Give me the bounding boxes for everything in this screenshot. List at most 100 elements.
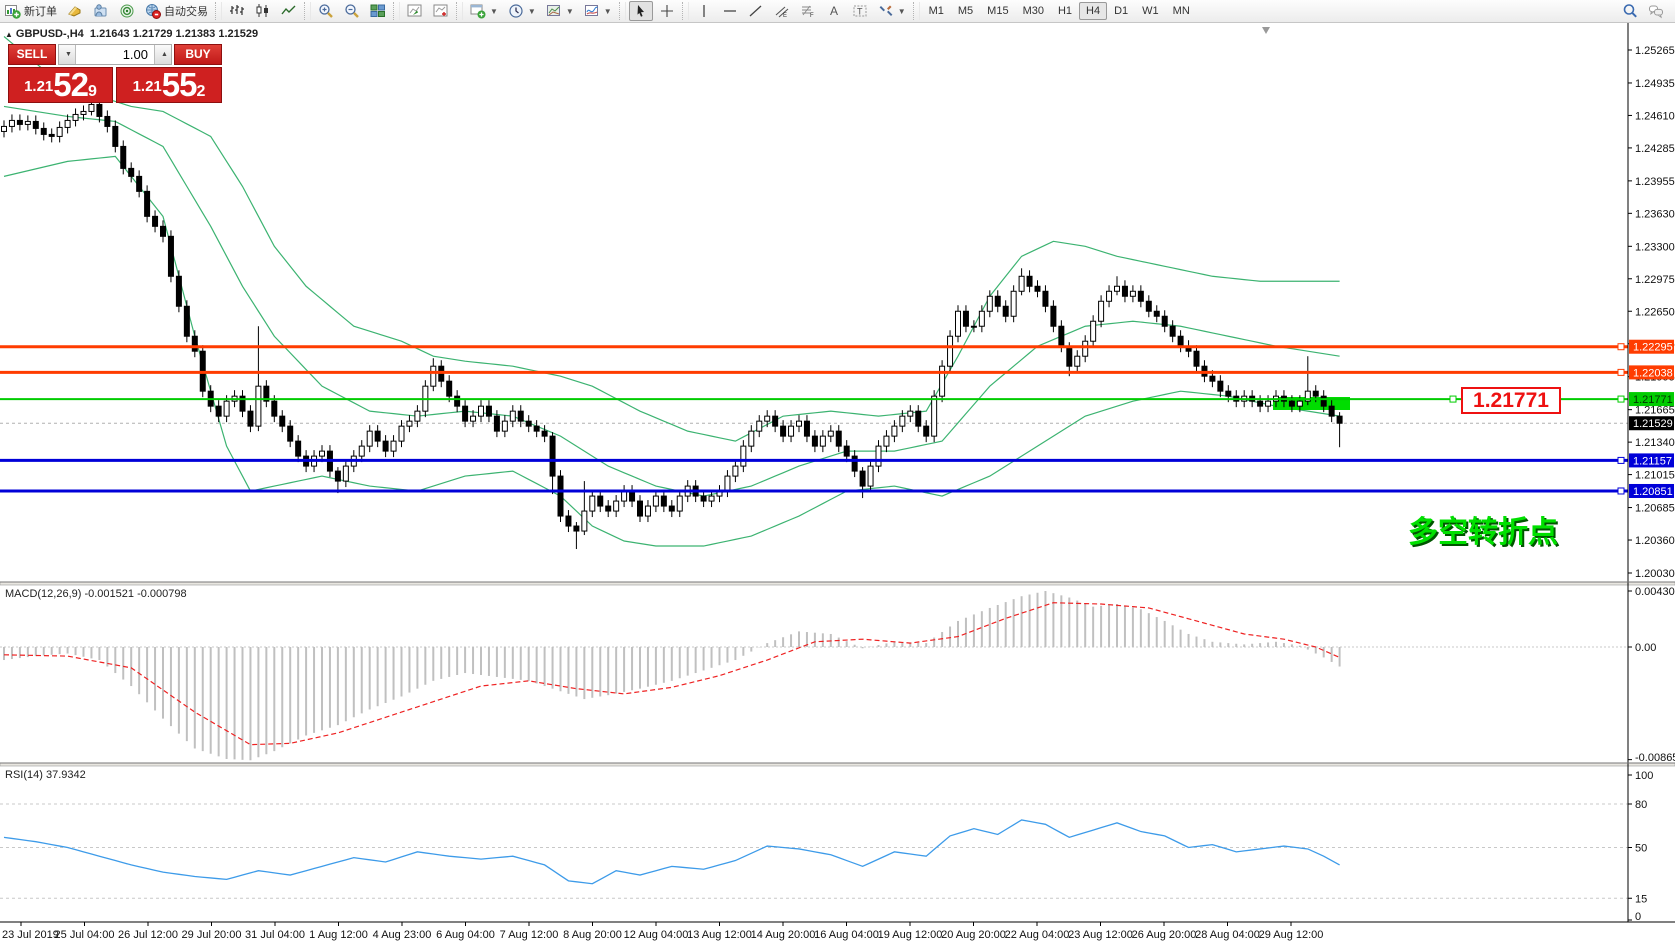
- rsi-line: [3, 819, 1340, 885]
- sell-price-pip: 9: [88, 83, 97, 100]
- sell-price-prefix: 1.21: [24, 78, 54, 95]
- tile-windows-button[interactable]: [366, 1, 390, 21]
- new-order-button[interactable]: 新订单: [1, 1, 61, 21]
- price-axis-badge: 1.21157: [1629, 453, 1674, 468]
- bar-chart-button[interactable]: [225, 1, 249, 21]
- svg-text:20 Aug 20:00: 20 Aug 20:00: [941, 929, 1006, 941]
- timeframe-m5-button[interactable]: M5: [957, 5, 974, 17]
- chart-shift-marker-icon[interactable]: [1262, 27, 1270, 34]
- fibonacci-button[interactable]: F: [796, 1, 820, 21]
- arrows-button[interactable]: ▼: [874, 1, 910, 21]
- price-annotation-label[interactable]: 1.21771: [1461, 387, 1561, 414]
- buy-price-button[interactable]: 1.21 55 2: [116, 67, 222, 103]
- svg-text:23 Jul 2019: 23 Jul 2019: [2, 929, 59, 941]
- timeframe-h1-button[interactable]: H1: [1057, 5, 1073, 17]
- chat-button[interactable]: [1644, 1, 1668, 21]
- svg-text:0.004301: 0.004301: [1635, 586, 1675, 598]
- zoom-out-button[interactable]: [340, 1, 364, 21]
- cursor-icon: [637, 5, 644, 17]
- svg-text:1.20360: 1.20360: [1635, 535, 1675, 547]
- rsi-axis-tick: 0: [1628, 911, 1641, 923]
- horizontal-line-button[interactable]: [718, 1, 742, 21]
- vertical-line-button[interactable]: [692, 1, 716, 21]
- rsi-axis-tick: 15: [1628, 893, 1647, 905]
- timeframe-h4-button[interactable]: H4: [1079, 2, 1108, 20]
- crosshair-button[interactable]: [655, 1, 679, 21]
- search-button[interactable]: [1618, 1, 1642, 21]
- horizontal-level-line[interactable]: [0, 343, 1628, 351]
- chart-shift-button[interactable]: [429, 1, 453, 21]
- rsi-axis-tick: 100: [1628, 770, 1653, 782]
- candles-layer: [1, 96, 1343, 550]
- buy-button[interactable]: BUY: [174, 44, 222, 65]
- indicators-button[interactable]: ▼: [580, 1, 616, 21]
- price-axis[interactable]: 1.25265 1.24935 1.24610 1.24285 1.23955 1.236…: [1628, 45, 1675, 580]
- svg-text:-0.008651: -0.008651: [1635, 752, 1675, 764]
- svg-text:T: T: [857, 7, 863, 17]
- text-button[interactable]: A: [822, 1, 846, 21]
- bollinger-middle-band: [3, 105, 1340, 497]
- horizontal-level-line[interactable]: [0, 456, 1628, 464]
- horizontal-level-line[interactable]: [0, 368, 1628, 376]
- green-line-handle[interactable]: [1449, 395, 1457, 403]
- rsi-axis-tick: 80: [1628, 799, 1647, 811]
- svg-text:1.24935: 1.24935: [1635, 78, 1675, 90]
- metaeditor-button[interactable]: [89, 1, 113, 21]
- templates-button[interactable]: ▼: [542, 1, 578, 21]
- macd-label: MACD(12,26,9) -0.001521 -0.000798: [5, 588, 187, 600]
- buy-price-big: 55: [161, 66, 198, 103]
- svg-text:1.21771: 1.21771: [1633, 394, 1673, 406]
- periods-button[interactable]: ▼: [504, 1, 540, 21]
- horizontal-level-line[interactable]: [0, 487, 1628, 495]
- autotrading-button[interactable]: 自动交易: [141, 1, 212, 21]
- one-click-trading-panel: SELL ▼ ▲ BUY 1.21 52 9 1.21 55 2: [8, 44, 222, 103]
- line-chart-button[interactable]: [277, 1, 301, 21]
- new-chart-button[interactable]: ▼: [466, 1, 502, 21]
- text-label-button[interactable]: T: [848, 1, 872, 21]
- svg-text:1.21771: 1.21771: [1473, 389, 1549, 412]
- bollinger-upper-band: [3, 36, 1340, 442]
- zoom-in-button[interactable]: [314, 1, 338, 21]
- svg-text:1.22650: 1.22650: [1635, 306, 1675, 318]
- cursor-button[interactable]: [628, 1, 653, 21]
- signals-button[interactable]: [115, 1, 139, 21]
- timeframe-m15-button[interactable]: M15: [987, 5, 1009, 17]
- timeframe-m30-button[interactable]: M30: [1022, 5, 1044, 17]
- profiles-button[interactable]: [63, 1, 87, 21]
- dropdown-arrow-icon: ▼: [490, 6, 498, 16]
- svg-text:7 Aug 12:00: 7 Aug 12:00: [500, 929, 559, 941]
- svg-text:23 Aug 12:00: 23 Aug 12:00: [1068, 929, 1133, 941]
- horizontal-level-line[interactable]: [0, 395, 1628, 403]
- auto-scroll-button[interactable]: [403, 1, 427, 21]
- equidistant-channel-button[interactable]: E: [770, 1, 794, 21]
- sell-button[interactable]: SELL: [8, 44, 56, 65]
- ohlc-values: 1.21643 1.21729 1.21383 1.21529: [89, 28, 259, 40]
- sell-price-button[interactable]: 1.21 52 9: [8, 67, 113, 103]
- macd-axis-tick: -0.008651: [1628, 752, 1675, 764]
- horizontal-line-icon: [723, 10, 736, 12]
- trendline-button[interactable]: [744, 1, 768, 21]
- candlestick-chart-button[interactable]: [251, 1, 275, 21]
- svg-text:25 Jul 04:00: 25 Jul 04:00: [55, 929, 115, 941]
- svg-text:1.21015: 1.21015: [1635, 470, 1675, 482]
- volume-input[interactable]: [76, 45, 154, 64]
- new-chart-icon: [470, 4, 486, 19]
- svg-text:1.22295: 1.22295: [1633, 342, 1673, 354]
- timeframe-m1-button[interactable]: M1: [928, 5, 944, 17]
- volume-decrease-button[interactable]: ▼: [59, 45, 76, 64]
- svg-text:F: F: [810, 13, 814, 19]
- svg-text:1.23955: 1.23955: [1635, 176, 1675, 188]
- timeframe-mn-button[interactable]: MN: [1172, 5, 1190, 17]
- rsi-label: RSI(14) 37.9342: [5, 769, 86, 781]
- timeframe-w1-button[interactable]: W1: [1142, 5, 1159, 17]
- timeframe-d1-button[interactable]: D1: [1114, 5, 1129, 17]
- svg-text:1.20030: 1.20030: [1635, 568, 1675, 580]
- zoom-out-icon: [345, 4, 359, 18]
- volume-increase-button[interactable]: ▲: [154, 45, 171, 64]
- price-axis-badge: 1.22295: [1629, 339, 1674, 354]
- collapse-panel-icon[interactable]: ▲: [5, 30, 13, 39]
